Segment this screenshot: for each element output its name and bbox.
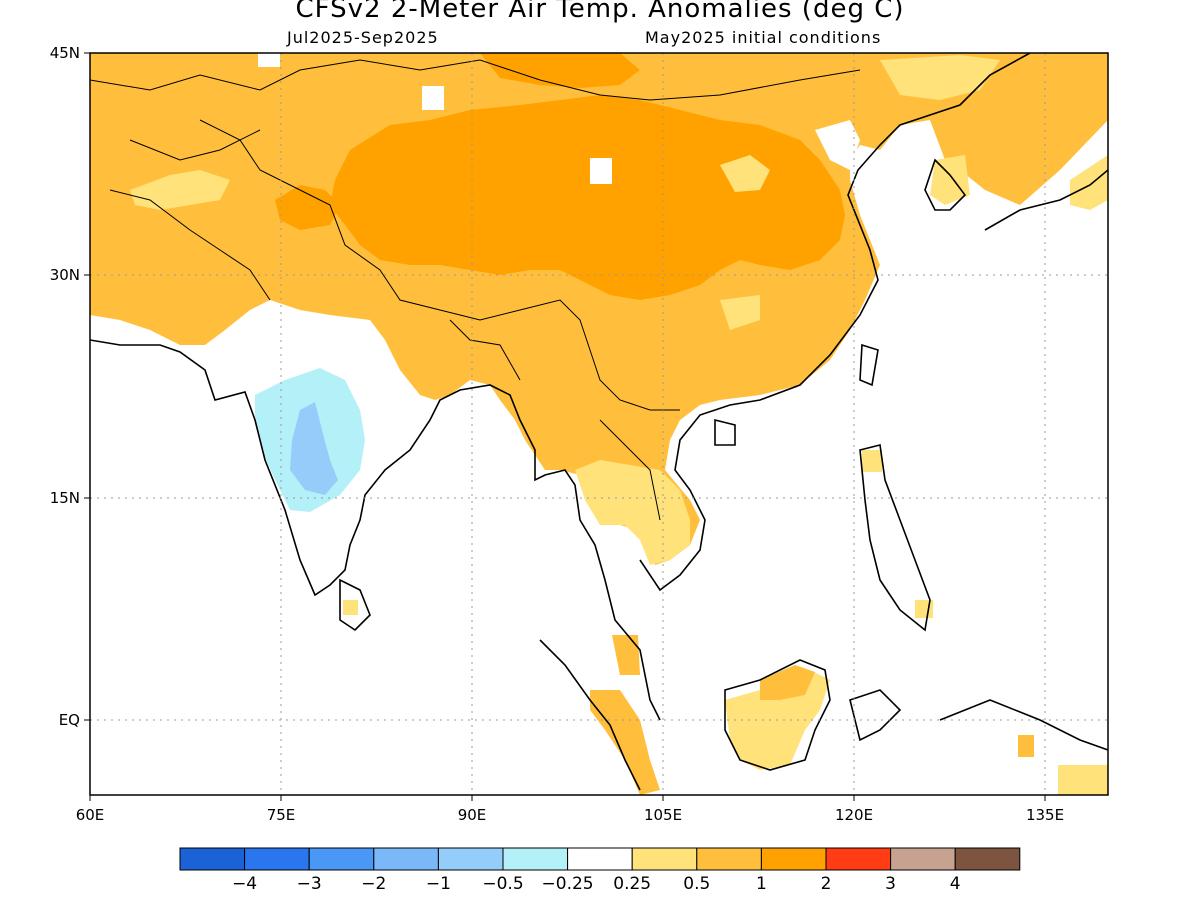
colorbar-swatch (179, 847, 246, 871)
no-anomaly-patch-1 (422, 86, 444, 110)
anomaly-sumatra (590, 690, 660, 795)
colorbar-swatch (760, 847, 827, 871)
no-anomaly-patch-4 (815, 120, 860, 170)
colorbar-label: 0.5 (683, 874, 710, 894)
anomaly-region-2b (480, 53, 640, 88)
colorbar: −4 −3 −2 −1 −0.5 −0.25 0.25 0.5 1 2 3 4 (179, 847, 1021, 894)
anomaly-region-05a (575, 460, 690, 565)
tick-marks (84, 52, 1046, 801)
colorbar-swatch (502, 847, 569, 871)
anomaly-region-05b (130, 170, 230, 210)
chart-title: CFSv2 2-Meter Air Temp. Anomalies (deg C… (295, 0, 905, 24)
colorbar-label: 2 (821, 874, 832, 894)
colorbar-swatch (308, 847, 375, 871)
graticule (90, 53, 1108, 795)
colorbar-label: −3 (297, 874, 322, 894)
anomaly-luzon (862, 450, 882, 472)
y-tick-label: 15N (50, 489, 80, 507)
coastlines (90, 53, 1108, 791)
colorbar-swatch (890, 847, 956, 871)
anomaly-region-05e (720, 295, 760, 330)
colorbar-label: 1 (756, 874, 767, 894)
colorbar-label: 3 (885, 874, 896, 894)
no-anomaly-patch-3 (258, 53, 280, 67)
forecast-period: Jul2025-Sep2025 (287, 28, 439, 47)
x-tick-label: 75E (267, 806, 296, 824)
colorbar-swatch (244, 847, 310, 871)
colorbar-swatch (696, 847, 762, 871)
colorbar-swatch (631, 847, 698, 871)
anomaly-region-2 (330, 95, 845, 300)
anomaly-png-warm (1018, 735, 1034, 757)
colorbar-label: −1 (426, 874, 451, 894)
x-tick-label: 90E (458, 806, 487, 824)
no-anomaly-patch-2 (590, 158, 612, 184)
anomaly-malaya (612, 635, 640, 675)
initial-conditions: May2025 initial conditions (645, 28, 882, 47)
y-tick-label: 45N (50, 44, 80, 62)
anomaly-region-05d (880, 55, 1000, 100)
colorbar-swatch (825, 847, 892, 871)
x-tick-label: 135E (1026, 806, 1064, 824)
anomaly-region-05c (720, 155, 770, 192)
anomaly-japan (1070, 155, 1108, 210)
colorbar-label: −4 (232, 874, 257, 894)
colorbar-swatch (954, 847, 1021, 871)
colorbar-label: 0.25 (613, 874, 651, 894)
colorbar-swatch (567, 847, 633, 871)
x-tick-label: 60E (76, 806, 105, 824)
anomaly-borneo-warm (760, 665, 815, 700)
y-tick-label: 30N (50, 266, 80, 284)
colorbar-swatch (373, 847, 439, 871)
colorbar-label: −0.25 (542, 874, 594, 894)
x-tick-label: 120E (835, 806, 873, 824)
colorbar-label: 4 (950, 874, 961, 894)
colorbar-swatch (437, 847, 504, 871)
x-tick-label: 105E (644, 806, 682, 824)
anomaly-india-cool-05 (290, 402, 338, 495)
y-tick-label: EQ (59, 711, 80, 729)
map-frame (89, 52, 1109, 796)
colorbar-label: −2 (361, 874, 386, 894)
anomaly-png (1058, 765, 1108, 795)
country-borders (90, 59, 861, 521)
anomaly-region-2c (275, 185, 340, 230)
anomaly-korea (930, 155, 970, 205)
anomaly-sri-lanka (343, 600, 358, 615)
colorbar-label: −0.5 (482, 874, 523, 894)
